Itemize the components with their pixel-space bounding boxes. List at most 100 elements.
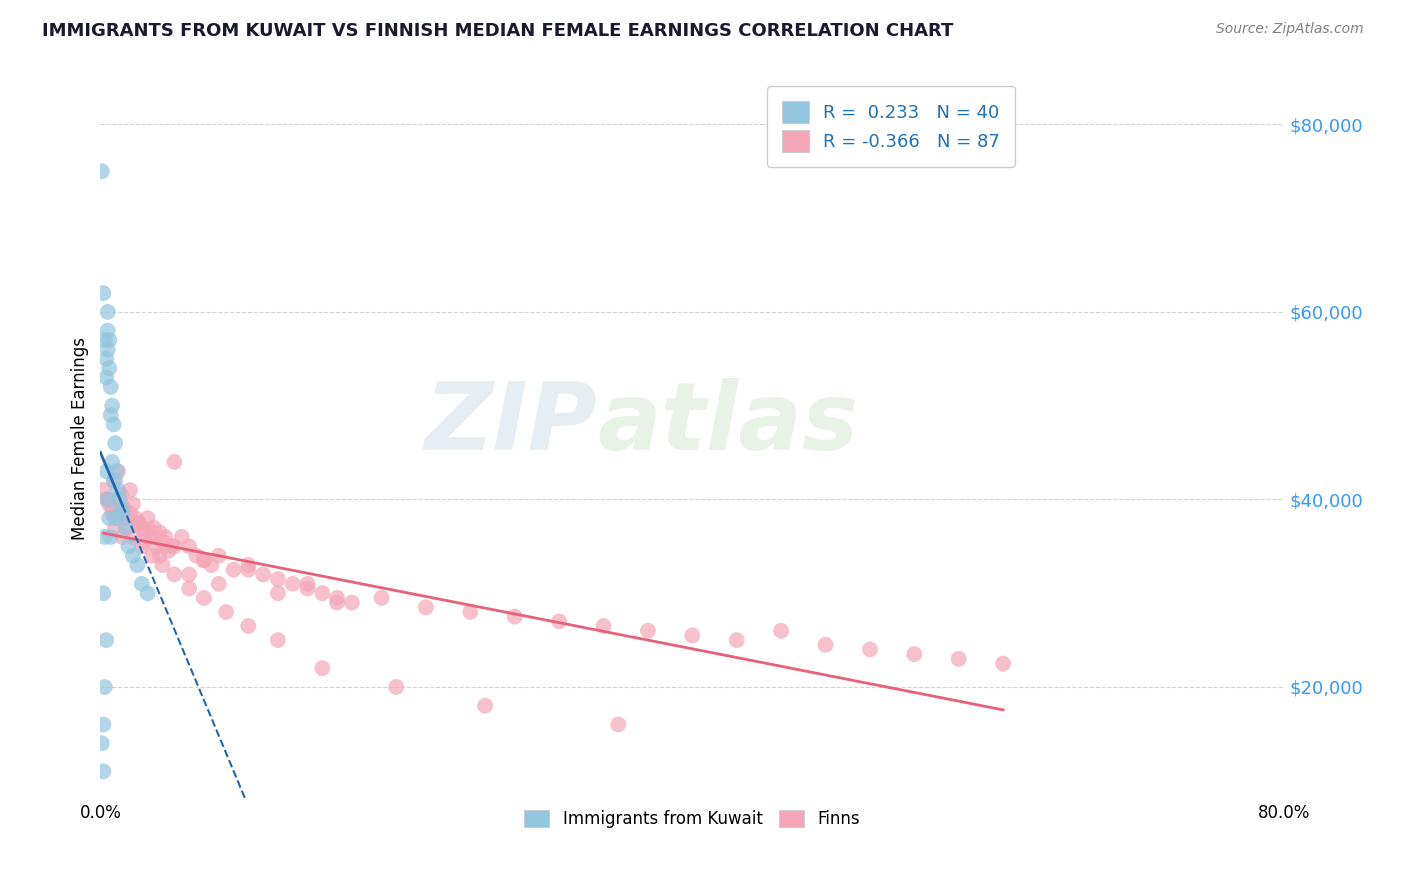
Point [128, 516, 150, 530]
Point [91, 483, 114, 497]
Point [281, 577, 304, 591]
Point [96, 370, 118, 384]
Point [91, 717, 114, 731]
Point [200, 558, 222, 572]
Point [127, 516, 149, 530]
Point [122, 530, 145, 544]
Point [297, 582, 319, 596]
Point [131, 577, 153, 591]
Point [94, 530, 117, 544]
Point [141, 525, 163, 540]
Point [122, 497, 145, 511]
Point [110, 488, 132, 502]
Point [101, 507, 124, 521]
Point [94, 680, 117, 694]
Point [460, 605, 482, 619]
Point [238, 563, 260, 577]
Point [104, 520, 127, 534]
Point [148, 525, 170, 540]
Point [107, 483, 129, 497]
Point [208, 577, 231, 591]
Point [814, 638, 837, 652]
Point [238, 619, 260, 633]
Point [90, 164, 112, 178]
Point [152, 534, 174, 549]
Point [108, 492, 131, 507]
Point [107, 464, 129, 478]
Point [267, 572, 290, 586]
Point [117, 539, 139, 553]
Point [474, 698, 496, 713]
Point [193, 553, 215, 567]
Point [111, 530, 134, 544]
Point [145, 539, 167, 553]
Point [101, 399, 124, 413]
Point [179, 539, 201, 553]
Point [157, 544, 180, 558]
Point [100, 408, 122, 422]
Point [503, 609, 526, 624]
Point [104, 474, 127, 488]
Point [311, 586, 333, 600]
Point [98, 497, 121, 511]
Point [179, 567, 201, 582]
Point [103, 417, 125, 432]
Point [222, 563, 245, 577]
Point [101, 501, 124, 516]
Point [91, 286, 114, 301]
Point [326, 591, 349, 605]
Point [115, 511, 138, 525]
Point [267, 633, 290, 648]
Point [385, 680, 408, 694]
Point [96, 633, 118, 648]
Point [326, 596, 349, 610]
Point [370, 591, 392, 605]
Point [131, 539, 153, 553]
Point [115, 520, 138, 534]
Point [103, 474, 125, 488]
Point [991, 657, 1014, 671]
Point [297, 577, 319, 591]
Point [110, 501, 132, 516]
Point [163, 567, 186, 582]
Point [592, 619, 614, 633]
Point [179, 582, 201, 596]
Point [127, 558, 149, 572]
Point [101, 455, 124, 469]
Point [193, 591, 215, 605]
Point [136, 586, 159, 600]
Point [118, 507, 141, 521]
Point [142, 520, 165, 534]
Point [98, 511, 121, 525]
Point [607, 717, 630, 731]
Point [415, 600, 437, 615]
Point [91, 586, 114, 600]
Point [98, 333, 121, 347]
Point [97, 343, 120, 357]
Text: atlas: atlas [598, 378, 859, 470]
Point [903, 647, 925, 661]
Point [163, 455, 186, 469]
Point [105, 464, 128, 478]
Point [96, 492, 118, 507]
Point [859, 642, 882, 657]
Point [252, 567, 274, 582]
Text: ZIP: ZIP [425, 378, 598, 470]
Point [208, 549, 231, 563]
Point [139, 530, 162, 544]
Text: IMMIGRANTS FROM KUWAIT VS FINNISH MEDIAN FEMALE EARNINGS CORRELATION CHART: IMMIGRANTS FROM KUWAIT VS FINNISH MEDIAN… [42, 22, 953, 40]
Point [104, 511, 127, 525]
Point [107, 511, 129, 525]
Point [548, 615, 571, 629]
Point [152, 558, 174, 572]
Point [94, 333, 117, 347]
Point [170, 530, 193, 544]
Point [141, 549, 163, 563]
Legend: Immigrants from Kuwait, Finns: Immigrants from Kuwait, Finns [517, 803, 868, 835]
Point [134, 534, 156, 549]
Point [136, 511, 159, 525]
Point [97, 492, 120, 507]
Point [91, 764, 114, 779]
Point [163, 539, 186, 553]
Point [97, 305, 120, 319]
